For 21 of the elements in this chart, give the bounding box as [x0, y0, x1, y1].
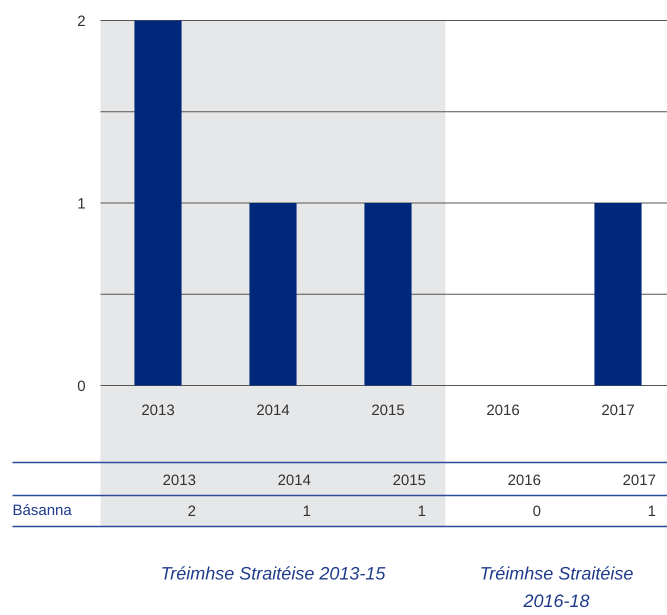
x-tick-label: 2017 [601, 402, 635, 419]
category-label: 2017 [622, 472, 656, 489]
category-label: 2014 [278, 472, 311, 489]
text: Tréimhse Straitéise 2016-18 [480, 564, 634, 611]
x-tick-label: 2016 [486, 402, 520, 419]
category-label: 2016 [508, 472, 541, 489]
data-label: 0 [532, 503, 541, 520]
text: Tréimhse Straitéise 2013-15 [160, 564, 386, 584]
y-tick-label: 0 [77, 378, 86, 395]
y-tick-label: 2 [77, 13, 86, 30]
category-label: 2015 [392, 472, 426, 489]
y-tick-label: 1 [77, 196, 86, 212]
x-tick-label: 2014 [256, 402, 290, 419]
x-tick-label: 2015 [371, 402, 405, 419]
text: Básanna [12, 502, 72, 519]
data-label: 2 [188, 503, 196, 520]
data-label: 1 [302, 503, 311, 520]
x-tick-label: 2013 [141, 402, 175, 419]
data-label: 1 [418, 503, 426, 520]
category-label: 2013 [162, 472, 196, 489]
data-label: 1 [648, 503, 656, 520]
